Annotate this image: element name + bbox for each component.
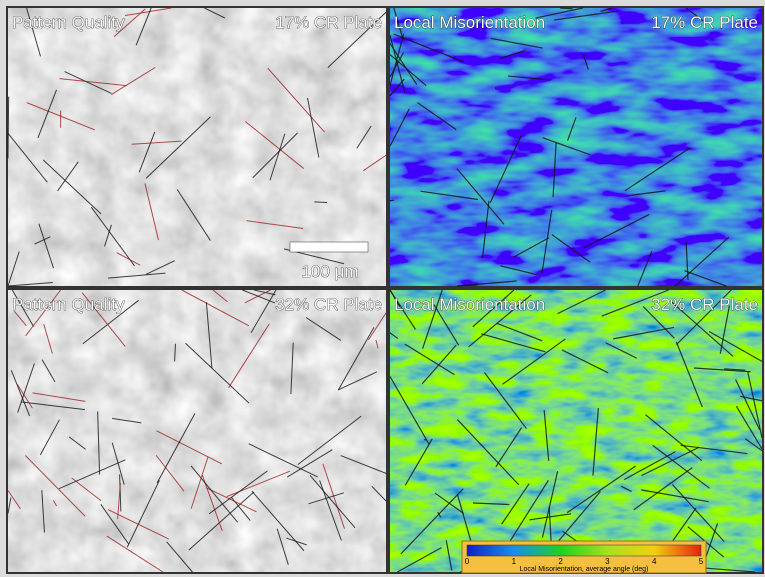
panel: Local Misorientation 32% CR Plate — [388, 288, 764, 574]
scale-bar-label: 100 μm — [301, 262, 358, 281]
panel: Pattern Quality 32% CR Plate — [6, 288, 388, 574]
colorbar-tick: 2 — [558, 557, 563, 566]
panel-sample: 32% CR Plate — [651, 295, 758, 314]
grain-boundary — [314, 202, 327, 203]
colorbar-tick: 0 — [465, 557, 470, 566]
panel-title: Local Misorientation — [394, 295, 545, 314]
panel-title: Pattern Quality — [12, 295, 125, 314]
colorbar-tick: 1 — [512, 557, 517, 566]
figure: Pattern Quality17% CR PlateLocal Misorie… — [0, 0, 765, 577]
panel-sample: 32% CR Plate — [275, 295, 382, 314]
panel-sample: 17% CR Plate — [275, 13, 382, 32]
panel: Local Misorientation 17% CR Plate — [388, 6, 764, 288]
grain-boundary — [560, 8, 572, 9]
micrograph — [390, 8, 762, 286]
colorbar-tick: 4 — [652, 557, 657, 566]
colorbar-tick: 5 — [699, 557, 704, 566]
grain-boundary — [8, 97, 9, 159]
colorbar — [467, 545, 701, 556]
panel-title: Local Misorientation — [394, 13, 545, 32]
panel-sample: 17% CR Plate — [651, 13, 758, 32]
scale-bar — [290, 242, 368, 252]
grain-boundary — [496, 87, 497, 89]
panel-title: Pattern Quality — [12, 13, 125, 32]
page: Pattern Quality17% CR PlateLocal Misorie… — [0, 0, 765, 577]
colorbar-tick: 3 — [605, 557, 610, 566]
colorbar-label: Local Misorientation, average angle (deg… — [520, 566, 649, 573]
